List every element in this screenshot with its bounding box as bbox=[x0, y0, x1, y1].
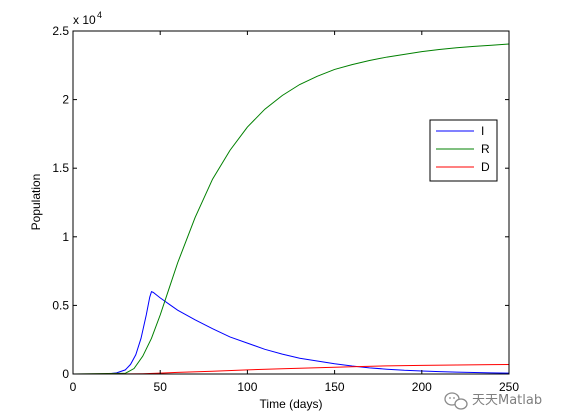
y-exponent-label: x 10 bbox=[73, 13, 96, 27]
y-tick-label-1: 0.5 bbox=[52, 298, 69, 312]
y-tick-label-5: 2.5 bbox=[52, 24, 69, 38]
y-axis-label: Population bbox=[29, 174, 43, 231]
legend-label-r: R bbox=[481, 142, 490, 156]
y-tick-label-4: 2 bbox=[62, 93, 69, 107]
legend-label-d: D bbox=[481, 160, 490, 174]
x-tick-label-3: 150 bbox=[325, 380, 345, 394]
y-tick-label-3: 1.5 bbox=[52, 161, 69, 175]
series-line-r bbox=[72, 43, 510, 375]
x-tick-label-2: 100 bbox=[237, 380, 257, 394]
legend-box bbox=[429, 119, 498, 182]
watermark: 天天Matlab bbox=[444, 392, 542, 410]
x-tick-label-4: 200 bbox=[412, 380, 432, 394]
plot-area bbox=[73, 31, 509, 374]
x-axis-label: Time (days) bbox=[260, 397, 323, 411]
x-tick-label-1: 50 bbox=[154, 380, 168, 394]
x-tick-label-0: 0 bbox=[70, 380, 77, 394]
wechat-icon bbox=[444, 392, 468, 410]
ticks-layer: 0 50 100 150 200 250 0 0.5 1 1.5 2 2.5 bbox=[52, 24, 519, 394]
series-line-i bbox=[72, 291, 510, 375]
y-tick-label-2: 1 bbox=[62, 230, 69, 244]
legend-label-i: I bbox=[481, 124, 484, 138]
y-tick-label-0: 0 bbox=[62, 367, 69, 381]
x-tick-label-5: 250 bbox=[499, 380, 519, 394]
legend-items: IRD bbox=[436, 124, 490, 174]
axes-box bbox=[72, 30, 510, 375]
watermark-text: 天天Matlab bbox=[472, 393, 542, 408]
legend: IRD bbox=[429, 119, 498, 182]
y-exponent-power: 4 bbox=[97, 10, 102, 20]
